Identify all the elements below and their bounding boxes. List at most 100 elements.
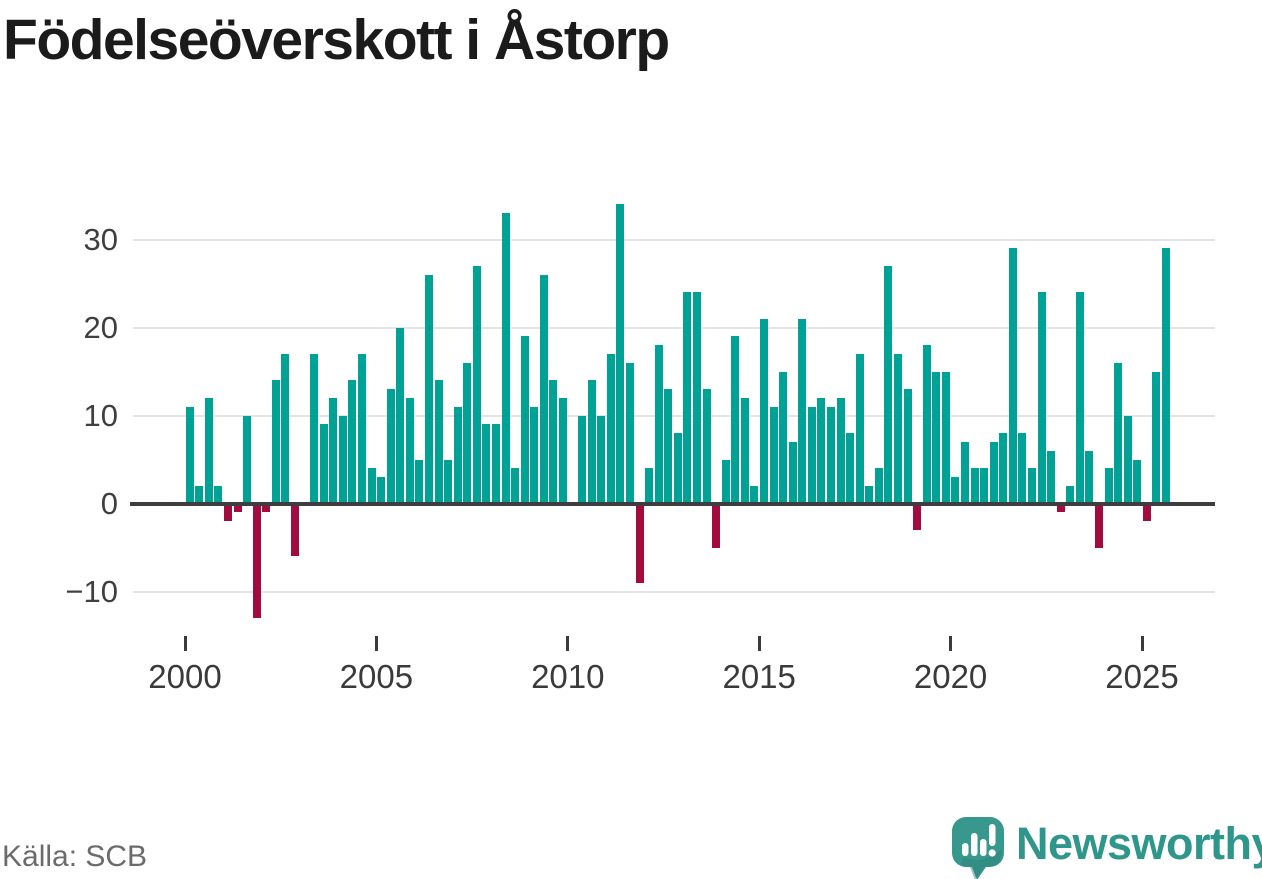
- bar: [243, 415, 252, 506]
- bar: [893, 353, 902, 506]
- bar: [846, 433, 855, 506]
- bar: [1114, 362, 1123, 506]
- bar: [616, 204, 625, 506]
- bar: [1037, 292, 1046, 506]
- bar: [932, 371, 941, 506]
- bar: [511, 468, 520, 506]
- bar: [913, 503, 922, 530]
- x-axis-tick: [183, 636, 187, 651]
- bar: [358, 353, 367, 506]
- bar: [683, 292, 692, 506]
- bar: [1133, 459, 1142, 506]
- bar: [712, 503, 721, 548]
- bar: [1123, 415, 1132, 506]
- bar: [319, 424, 328, 506]
- x-axis-tick: [374, 636, 378, 651]
- bar: [626, 362, 634, 506]
- x-axis-label: 2025: [1105, 658, 1179, 695]
- bar: [338, 415, 347, 506]
- bar: [520, 336, 529, 506]
- bar: [195, 485, 204, 506]
- bar: [989, 441, 998, 506]
- bar: [1027, 468, 1036, 506]
- bar: [348, 380, 357, 506]
- y-axis-label: 20: [83, 309, 118, 345]
- x-axis-label: 2000: [148, 658, 222, 695]
- bar: [1056, 503, 1065, 513]
- bar: [836, 397, 845, 506]
- bar: [1008, 248, 1017, 506]
- x-axis-label: 2015: [722, 658, 796, 695]
- bar: [1142, 503, 1151, 522]
- bar: [702, 389, 711, 506]
- bar: [492, 424, 501, 506]
- bar: [855, 353, 864, 506]
- bar: [578, 415, 587, 506]
- bar: [635, 503, 644, 583]
- bar: [606, 353, 615, 506]
- y-axis-label: −10: [65, 573, 118, 609]
- chart-title: Födelseöverskott i Åstorp: [3, 8, 670, 72]
- bar: [396, 327, 405, 506]
- bar: [673, 433, 682, 506]
- bar: [1047, 450, 1056, 506]
- bar: [1018, 433, 1027, 506]
- y-axis-label: 0: [100, 485, 118, 521]
- bar: [185, 406, 194, 506]
- bar: [769, 406, 778, 506]
- bar: [903, 389, 912, 506]
- bar: [425, 274, 434, 506]
- bar: [281, 353, 290, 506]
- bar: [415, 459, 424, 506]
- x-axis-tick: [949, 636, 953, 651]
- x-axis-label: 2010: [531, 658, 605, 695]
- bar: [788, 441, 797, 506]
- bar: [865, 485, 874, 506]
- bar: [214, 485, 223, 506]
- bar: [1066, 485, 1075, 506]
- gridline-y-10: [133, 590, 1215, 593]
- bar: [721, 459, 730, 506]
- bar: [530, 406, 539, 506]
- bar: [233, 503, 242, 513]
- newsworthy-logo: Newsworthy: [950, 815, 1262, 879]
- bar: [1104, 468, 1113, 506]
- bar: [731, 336, 740, 506]
- bar: [779, 371, 788, 506]
- bar: [692, 292, 701, 506]
- x-axis-tick: [757, 636, 761, 651]
- bar: [559, 397, 567, 506]
- bar: [970, 468, 979, 506]
- bar: [654, 345, 663, 506]
- newsworthy-wordmark: Newsworthy: [1016, 818, 1262, 869]
- bar: [951, 477, 960, 506]
- bar: [501, 213, 510, 506]
- bar: [645, 468, 654, 506]
- bar: [271, 380, 280, 506]
- newsworthy-icon: [952, 817, 1004, 879]
- bar: [807, 406, 816, 506]
- y-axis-label: 10: [83, 397, 118, 433]
- bar: [204, 397, 213, 506]
- bar: [960, 441, 969, 506]
- bar: [1094, 503, 1103, 548]
- bar: [587, 380, 596, 506]
- bar: [549, 380, 558, 506]
- bar: [817, 397, 826, 506]
- bar: [444, 459, 453, 506]
- bar: [750, 485, 759, 506]
- bar: [472, 265, 481, 506]
- bar: [759, 318, 768, 506]
- bar: [874, 468, 883, 506]
- bar: [367, 468, 376, 506]
- bar: [1161, 248, 1170, 506]
- bar: [884, 265, 893, 506]
- x-axis-label: 2020: [913, 658, 988, 695]
- bar: [291, 503, 300, 557]
- bar: [740, 397, 749, 506]
- bar: [434, 380, 443, 506]
- bar: [922, 345, 931, 506]
- bar: [262, 503, 271, 513]
- bar: [252, 503, 261, 618]
